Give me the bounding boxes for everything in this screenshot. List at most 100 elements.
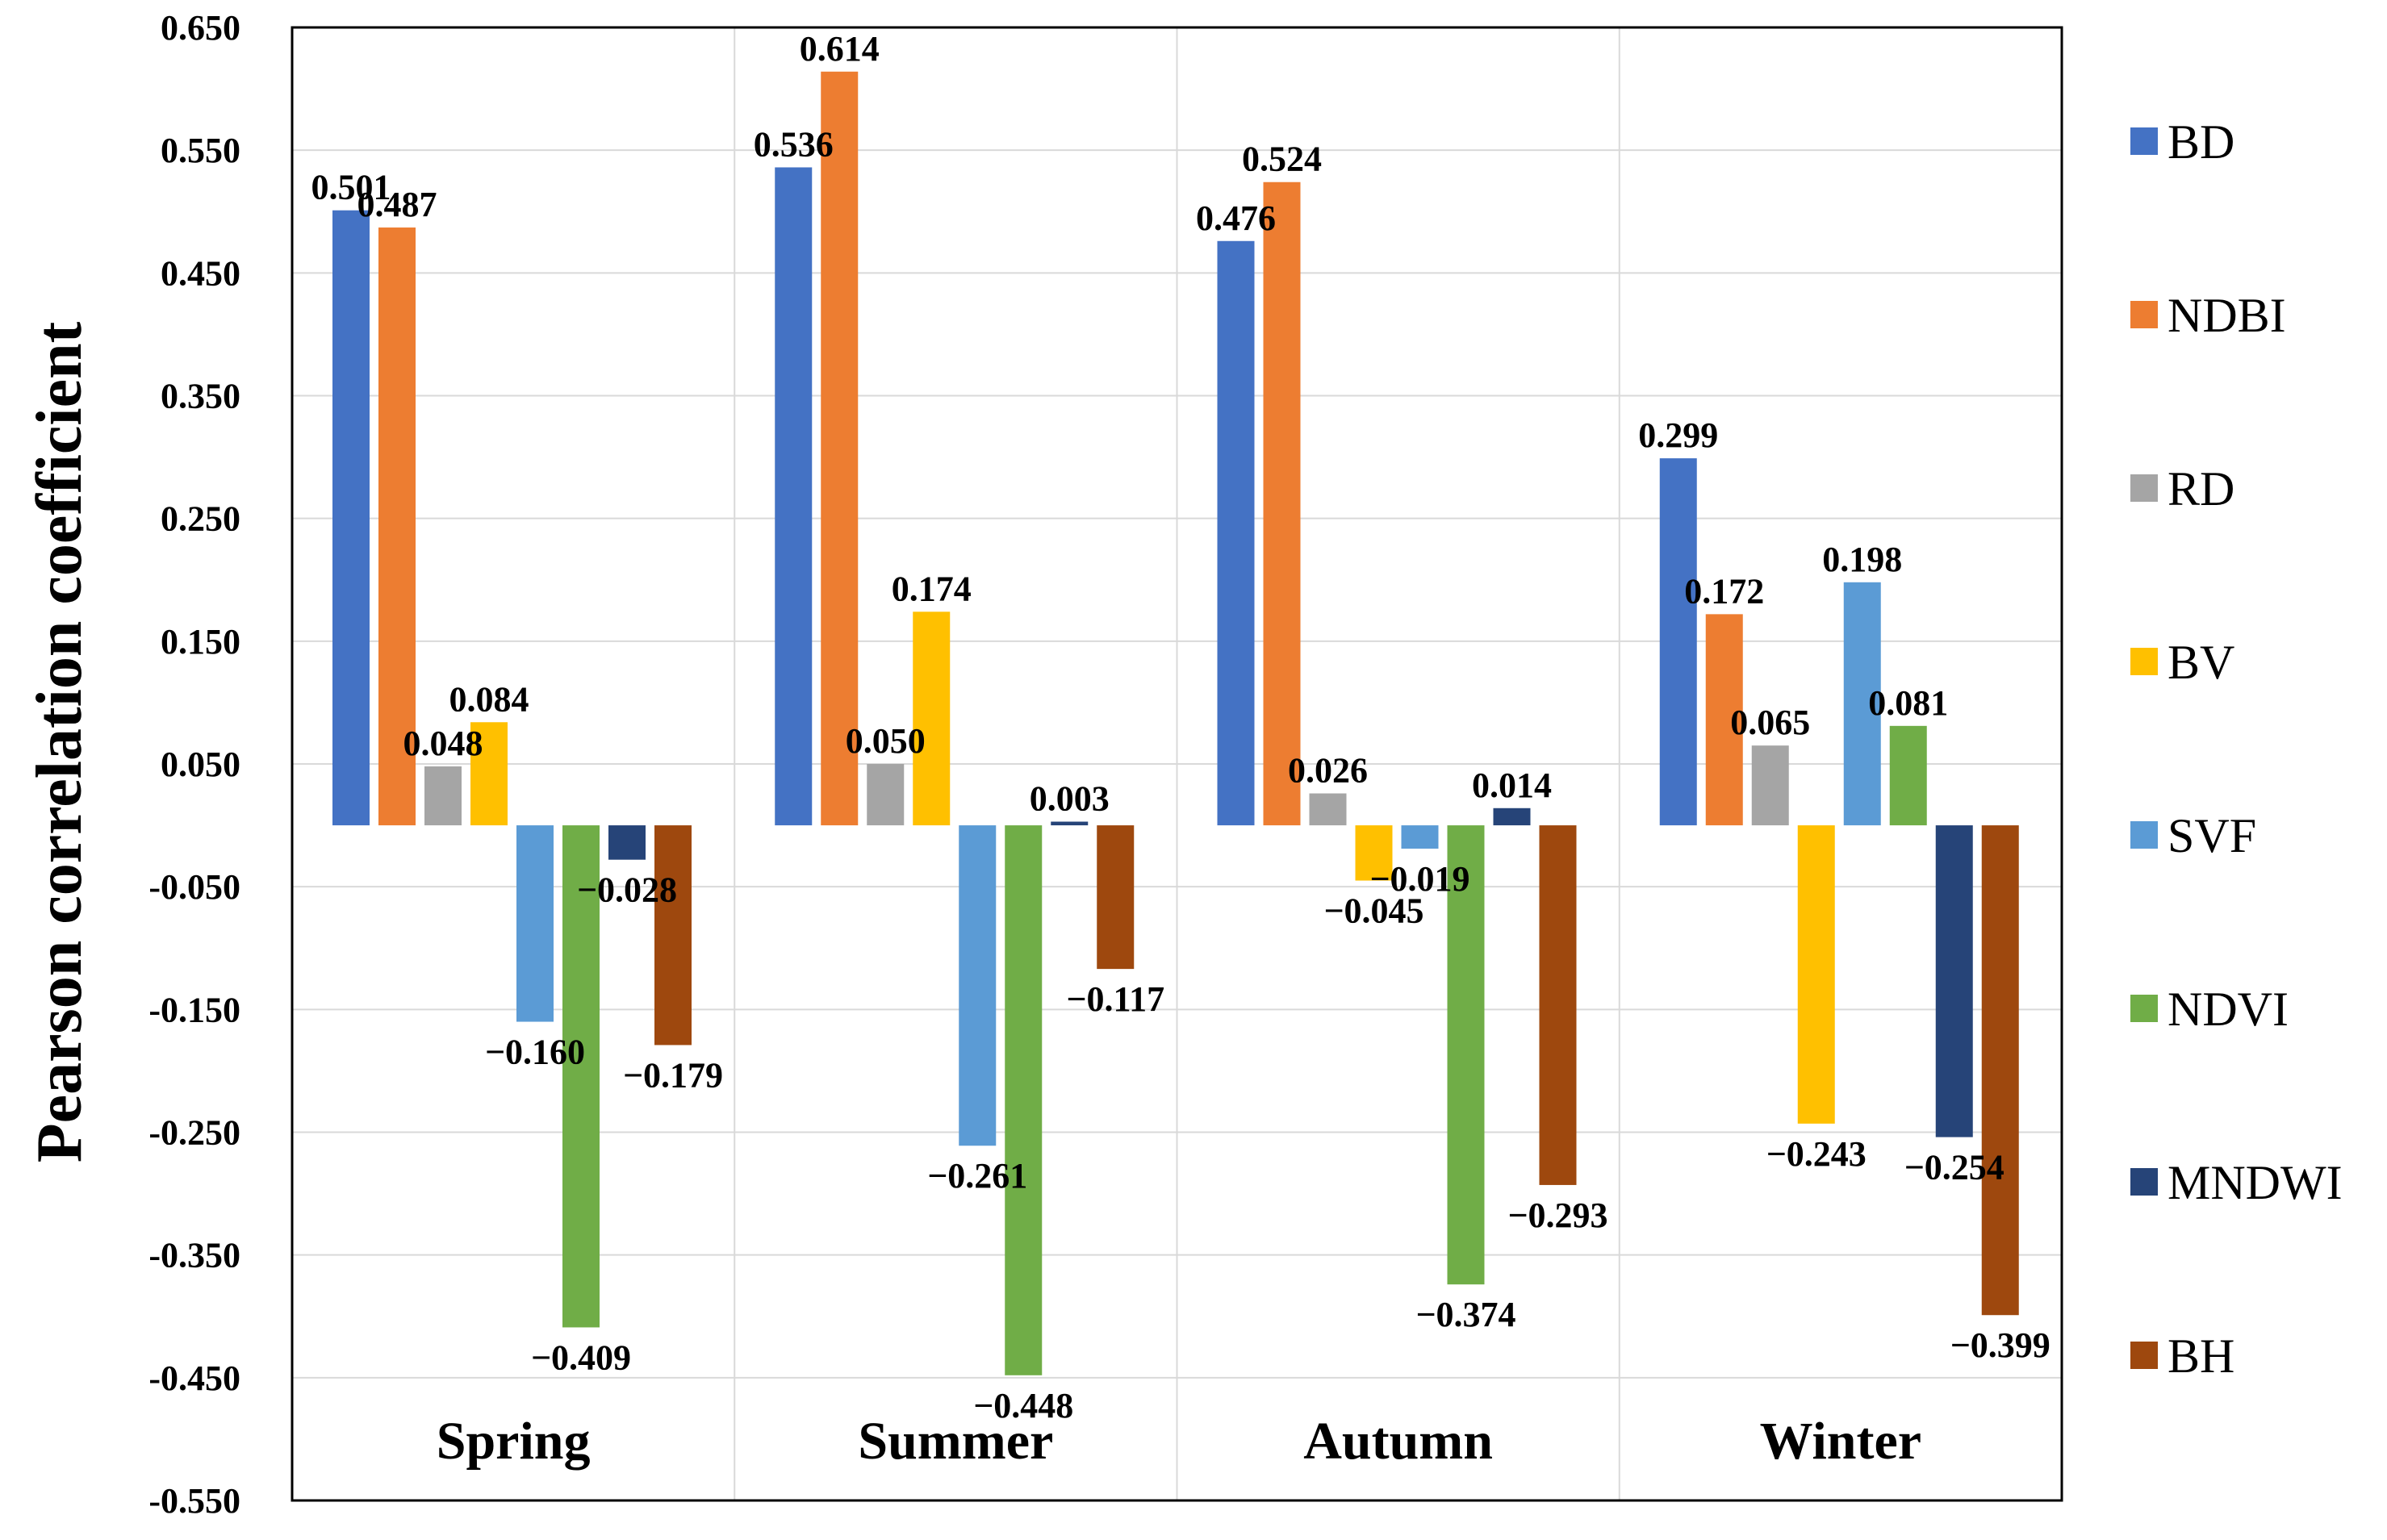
- data-label: −0.261: [927, 1156, 1027, 1196]
- data-label: 0.299: [1638, 415, 1718, 455]
- legend-swatch-bv: [2130, 648, 2158, 675]
- bar-ndvi-spring: [562, 825, 600, 1328]
- bar-ndbi-winter: [1705, 614, 1743, 826]
- category-label-spring: Spring: [437, 1412, 591, 1471]
- bar-bh-autumn: [1539, 825, 1577, 1185]
- bar-svf-autumn: [1401, 825, 1439, 849]
- data-label: 0.198: [1822, 540, 1902, 579]
- data-label: 0.048: [403, 724, 483, 763]
- plot-frame: [291, 26, 2063, 1502]
- legend-swatch-ndvi: [2130, 995, 2158, 1022]
- data-label: −0.409: [531, 1338, 631, 1377]
- bar-bh-spring: [654, 825, 692, 1045]
- legend-label-rd: RD: [2168, 462, 2234, 515]
- y-tick-label: -0.050: [148, 867, 240, 907]
- legend-label-ndbi: NDBI: [2168, 289, 2286, 342]
- bar-ndvi-summer: [1005, 825, 1043, 1375]
- bar-bv-spring: [470, 722, 508, 826]
- bar-bd-spring: [332, 210, 370, 826]
- y-tick-label: -0.350: [148, 1236, 240, 1275]
- y-tick-label: -0.150: [148, 990, 240, 1029]
- bar-svf-summer: [959, 825, 997, 1146]
- data-label: 0.614: [800, 29, 880, 69]
- bar-ndbi-summer: [821, 71, 859, 826]
- y-tick-label: -0.550: [148, 1481, 240, 1521]
- bar-bh-summer: [1097, 825, 1135, 970]
- data-label: 0.026: [1288, 751, 1368, 791]
- data-labels: 0.501 0.536 0.476 0.299 0.487 0.614 0.524 0.172…: [311, 29, 2050, 1425]
- data-label: −0.160: [485, 1033, 585, 1072]
- data-label: 0.487: [357, 185, 437, 224]
- category-label-autumn: Autumn: [1303, 1412, 1493, 1471]
- data-label: −0.399: [1950, 1325, 2050, 1365]
- legend-label-ndvi: NDVI: [2168, 983, 2289, 1036]
- bar-bv-autumn: [1355, 825, 1393, 881]
- data-label: −0.045: [1323, 891, 1423, 931]
- data-label: −0.117: [1066, 979, 1164, 1019]
- y-axis-ticks: 0.650 0.550 0.450 0.350 0.250 0.150 0.050 -0.05…: [148, 8, 240, 1521]
- y-tick-label: -0.450: [148, 1358, 240, 1398]
- bar-rd-spring: [424, 766, 462, 826]
- bar-bh-winter: [1981, 825, 2019, 1316]
- bar-ndvi-autumn: [1447, 825, 1485, 1285]
- y-tick-label: -0.250: [148, 1113, 240, 1153]
- bar-ndvi-winter: [1889, 725, 1927, 826]
- data-label: −0.254: [1904, 1148, 2004, 1187]
- grid-lines: [292, 27, 2062, 1501]
- bar-ndbi-autumn: [1263, 182, 1301, 826]
- bar-bd-winter: [1659, 458, 1697, 826]
- data-label: 0.172: [1684, 571, 1764, 611]
- data-label: 0.084: [449, 679, 529, 719]
- y-tick-label: 0.150: [161, 622, 240, 661]
- bar-bv-winter: [1797, 825, 1835, 1124]
- y-tick-label: 0.450: [161, 253, 240, 293]
- data-label: 0.174: [892, 569, 972, 608]
- bar-rd-summer: [867, 764, 905, 826]
- bar-rd-autumn: [1309, 793, 1347, 826]
- y-axis-title: Pearson correlation coefficient: [24, 321, 95, 1162]
- bar-mndwi-autumn: [1493, 808, 1531, 826]
- data-label: −0.293: [1507, 1196, 1607, 1235]
- data-label: 0.524: [1242, 140, 1322, 179]
- legend-swatch-ndbi: [2130, 301, 2158, 328]
- category-label-winter: Winter: [1760, 1412, 1921, 1471]
- y-tick-label: 0.650: [161, 8, 240, 48]
- y-tick-label: 0.250: [161, 499, 240, 539]
- data-label: 0.050: [846, 721, 926, 761]
- category-labels: Spring Summer Autumn Winter: [437, 1412, 1921, 1471]
- bar-svf-spring: [516, 825, 554, 1022]
- legend: BD NDBI RD BV SVF NDVI MNDWI BH: [2130, 115, 2343, 1383]
- bar-ndbi-spring: [378, 227, 416, 826]
- bar-bd-autumn: [1217, 240, 1255, 826]
- legend-swatch-svf: [2130, 821, 2158, 849]
- bar-mndwi-winter: [1935, 825, 1973, 1137]
- bar-mndwi-summer: [1051, 821, 1089, 826]
- data-label: 0.476: [1196, 198, 1276, 238]
- bar-bv-summer: [913, 611, 951, 826]
- data-label: −0.448: [973, 1386, 1073, 1425]
- data-label: −0.179: [623, 1055, 723, 1095]
- bar-svf-winter: [1843, 582, 1881, 826]
- bar-rd-winter: [1751, 745, 1789, 826]
- data-label: −0.028: [577, 870, 677, 910]
- data-label: −0.019: [1369, 859, 1469, 899]
- legend-swatch-rd: [2130, 474, 2158, 502]
- data-label: 0.536: [754, 124, 834, 164]
- legend-label-bd: BD: [2168, 115, 2234, 169]
- bars: [332, 71, 2019, 1375]
- y-tick-label: 0.550: [161, 131, 240, 170]
- data-label: 0.014: [1472, 766, 1552, 805]
- data-label: 0.081: [1868, 683, 1948, 723]
- y-tick-label: 0.050: [161, 745, 240, 784]
- data-label: 0.501: [311, 168, 391, 207]
- y-tick-label: 0.350: [161, 377, 240, 416]
- data-label: 0.003: [1030, 779, 1110, 819]
- legend-label-svf: SVF: [2168, 809, 2256, 862]
- data-label: −0.374: [1415, 1295, 1515, 1334]
- data-label: 0.065: [1730, 703, 1810, 742]
- bar-mndwi-spring: [608, 825, 646, 860]
- bar-bd-summer: [775, 167, 813, 826]
- legend-swatch-bd: [2130, 127, 2158, 155]
